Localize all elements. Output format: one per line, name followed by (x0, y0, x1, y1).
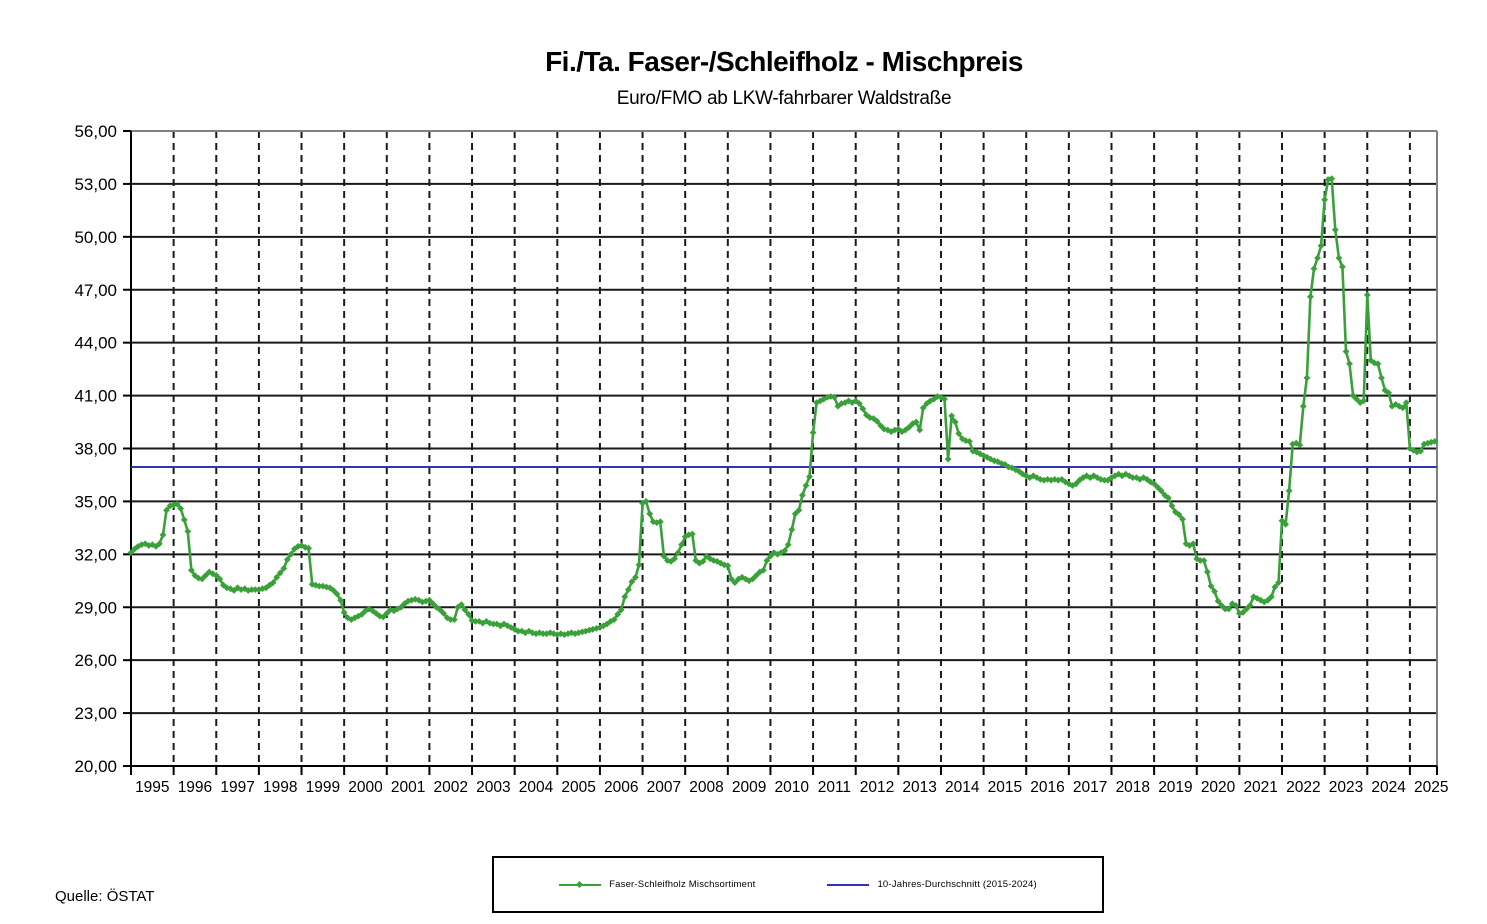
svg-text:2010: 2010 (775, 779, 810, 796)
svg-text:2021: 2021 (1243, 779, 1277, 796)
svg-text:2012: 2012 (860, 779, 894, 796)
svg-text:2025: 2025 (1414, 779, 1448, 796)
source-note: Quelle: ÖSTAT (55, 888, 155, 905)
svg-text:1996: 1996 (178, 779, 212, 796)
svg-text:2024: 2024 (1371, 779, 1406, 796)
legend-average-label: 10-Jahres-Durchschnitt (2015-2024) (877, 879, 1037, 890)
svg-text:2023: 2023 (1329, 779, 1363, 796)
svg-text:50,00: 50,00 (74, 228, 117, 247)
legend-item-average: 10-Jahres-Durchschnitt (2015-2024) (827, 879, 1037, 890)
legend-item-series: Faser-Schleifholz Mischsortiment (559, 879, 755, 890)
svg-text:29,00: 29,00 (74, 598, 117, 617)
chart-subtitle: Euro/FMO ab LKW-fahrbarer Waldstraße (616, 88, 952, 109)
svg-text:23,00: 23,00 (74, 704, 117, 723)
svg-text:1999: 1999 (306, 779, 340, 796)
chart-title: Fi./Ta. Faser-/Schleifholz - Mischpreis (545, 46, 1023, 77)
svg-text:32,00: 32,00 (74, 545, 117, 564)
svg-text:2014: 2014 (945, 779, 980, 796)
svg-text:56,00: 56,00 (74, 122, 117, 141)
axis-ticks (123, 130, 1438, 775)
svg-text:2011: 2011 (818, 779, 851, 796)
average-line-sample-icon (827, 880, 870, 889)
svg-text:2002: 2002 (433, 779, 467, 796)
svg-text:2009: 2009 (732, 779, 766, 796)
svg-text:2000: 2000 (348, 779, 383, 796)
legend: Faser-Schleifholz Mischsortiment 10-Jahr… (492, 856, 1104, 913)
svg-text:44,00: 44,00 (74, 334, 117, 353)
y-tick-labels: 56,00 53,00 50,00 47,00 44,00 41,00 38,00 35,00… (74, 122, 117, 776)
svg-text:2006: 2006 (604, 779, 638, 796)
svg-text:20,00: 20,00 (74, 757, 117, 776)
svg-text:1998: 1998 (263, 779, 297, 796)
svg-text:2004: 2004 (519, 779, 554, 796)
svg-text:2005: 2005 (561, 779, 595, 796)
svg-text:2022: 2022 (1286, 779, 1320, 796)
svg-text:2008: 2008 (689, 779, 723, 796)
legend-series-label: Faser-Schleifholz Mischsortiment (609, 879, 756, 890)
svg-text:2015: 2015 (988, 779, 1022, 796)
svg-text:2016: 2016 (1030, 779, 1064, 796)
price-series (127, 175, 1439, 638)
svg-text:2018: 2018 (1116, 779, 1150, 796)
svg-text:2017: 2017 (1073, 779, 1107, 796)
y-gridlines (131, 182, 1437, 715)
svg-text:2019: 2019 (1158, 779, 1192, 796)
svg-text:1995: 1995 (135, 779, 169, 796)
svg-text:2001: 2001 (391, 779, 425, 796)
svg-text:2020: 2020 (1201, 779, 1236, 796)
svg-text:26,00: 26,00 (74, 651, 117, 670)
svg-text:2003: 2003 (476, 779, 510, 796)
svg-text:2013: 2013 (902, 779, 936, 796)
svg-text:38,00: 38,00 (74, 440, 117, 459)
svg-text:2007: 2007 (647, 779, 681, 796)
svg-text:41,00: 41,00 (74, 387, 117, 406)
svg-text:35,00: 35,00 (74, 492, 117, 511)
x-tick-labels: 1995 1996 1997 1998 1999 2000 2001 2002 2003 2004… (135, 779, 1448, 796)
series-line-sample-icon (559, 880, 602, 889)
svg-text:1997: 1997 (220, 779, 254, 796)
svg-text:53,00: 53,00 (74, 175, 117, 194)
svg-text:47,00: 47,00 (74, 281, 117, 300)
